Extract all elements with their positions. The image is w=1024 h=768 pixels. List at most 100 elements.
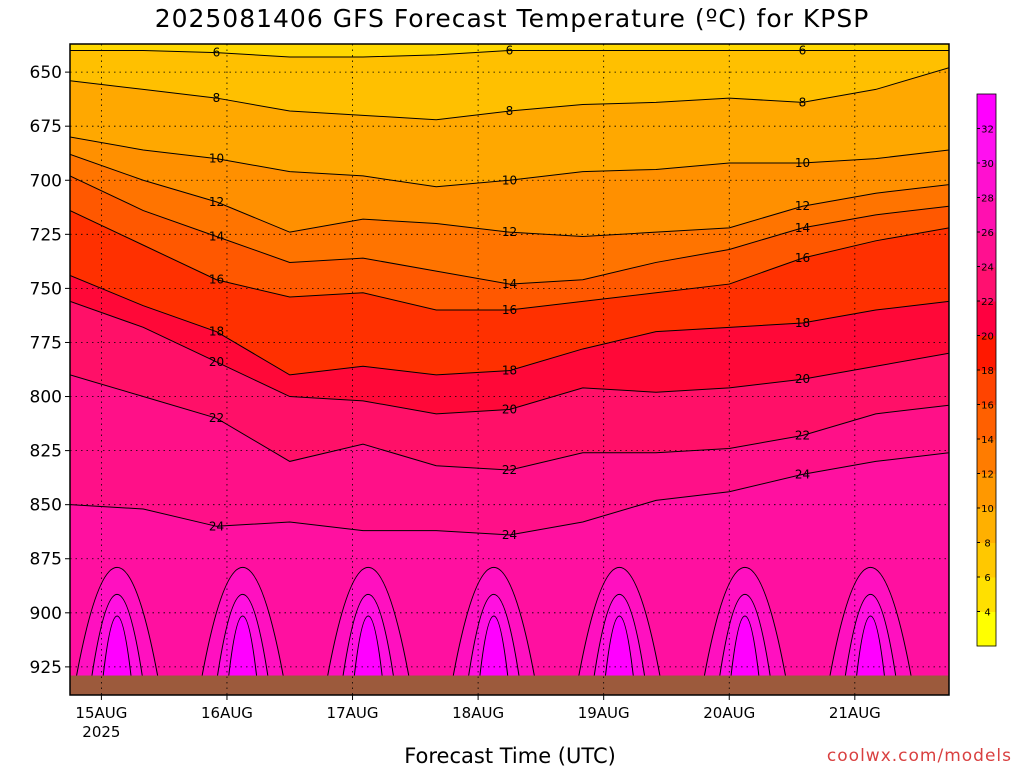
- colorbar-swatch: [977, 577, 996, 612]
- y-tick-label: 700: [30, 171, 62, 191]
- colorbar-swatch: [977, 439, 996, 474]
- contour-label-10: 10: [209, 152, 224, 166]
- contour-18: [70, 274, 949, 376]
- colorbar-tick-label: 10: [981, 504, 994, 515]
- colorbar-tick-label: 8: [984, 539, 990, 550]
- x-tick-label: 20AUG: [703, 704, 755, 722]
- x-year-label: 2025: [82, 723, 120, 741]
- colorbar-tick-label: 28: [981, 194, 994, 205]
- y-tick-label: 650: [30, 63, 62, 83]
- colorbar-swatch: [977, 335, 996, 371]
- contour-label-12: 12: [502, 225, 517, 239]
- y-tick-label: 900: [30, 604, 62, 624]
- colorbar-swatch: [977, 473, 996, 509]
- contour-label-16: 16: [795, 251, 810, 265]
- colorbar-swatch: [977, 542, 996, 578]
- contour-label-20: 20: [502, 403, 517, 417]
- colorbar-swatch: [977, 301, 996, 336]
- y-tick-label: 825: [30, 442, 62, 462]
- colorbar-tick-label: 16: [981, 401, 994, 412]
- contour-label-6: 6: [213, 46, 221, 60]
- warm-plume-4-3: [477, 615, 511, 695]
- contour-label-22: 22: [502, 463, 517, 477]
- contour-24: [70, 452, 949, 536]
- x-tick-label: 21AUG: [829, 704, 881, 722]
- warm-plume-6-3: [728, 615, 762, 695]
- colorbar-tick-label: 30: [981, 159, 994, 170]
- contour-label-16: 16: [502, 303, 517, 317]
- contour-label-20: 20: [795, 372, 810, 386]
- contour-label-12: 12: [209, 195, 224, 209]
- contour-20: [70, 300, 949, 415]
- contour-label-6: 6: [799, 43, 807, 57]
- contour-label-8: 8: [213, 91, 221, 105]
- colorbar-tick-label: 24: [981, 263, 994, 274]
- contour-label-18: 18: [795, 316, 810, 330]
- colorbar-tick-label: 26: [981, 228, 994, 239]
- y-tick-label: 850: [30, 496, 62, 516]
- colorbar-swatch: [977, 94, 996, 129]
- warm-plume-5-3: [602, 615, 636, 695]
- y-tick-label: 925: [30, 658, 62, 678]
- ground-surface: [70, 675, 949, 695]
- contour-label-22: 22: [209, 411, 224, 425]
- colorbar-swatch: [977, 266, 996, 302]
- x-tick-label: 19AUG: [578, 704, 630, 722]
- x-tick-label: 18AUG: [452, 704, 504, 722]
- contour-label-14: 14: [209, 229, 224, 243]
- colorbar-tick-label: 14: [981, 435, 994, 446]
- x-axis-label: Forecast Time (UTC): [404, 744, 616, 768]
- contour-10: [70, 136, 949, 188]
- colorbar-tick-label: 12: [981, 470, 994, 481]
- colorbar-swatch: [977, 163, 996, 198]
- y-tick-label: 725: [30, 225, 62, 245]
- contour-6: [70, 49, 949, 58]
- contour-label-12: 12: [795, 199, 810, 213]
- y-tick-label: 800: [30, 388, 62, 408]
- chart-title: 2025081406 GFS Forecast Temperature (ºC)…: [154, 4, 870, 33]
- contour-label-8: 8: [799, 95, 807, 109]
- contour-16: [70, 210, 949, 311]
- contour-12: [70, 153, 949, 237]
- source-credit: coolwx.com/models: [826, 746, 1012, 766]
- warm-plume-3-3: [351, 615, 385, 695]
- contour-label-14: 14: [795, 221, 810, 235]
- contour-22: [70, 374, 949, 471]
- warm-plume-2-3: [226, 615, 260, 695]
- contour-label-22: 22: [795, 428, 810, 442]
- colorbar-swatch: [977, 128, 996, 164]
- contour-label-10: 10: [502, 173, 517, 187]
- contour-label-24: 24: [795, 467, 810, 481]
- colorbar-swatch: [977, 197, 996, 233]
- warm-plume-1-3: [100, 615, 134, 695]
- y-tick-label: 675: [30, 117, 62, 137]
- colorbar-tick-label: 22: [981, 297, 994, 308]
- y-tick-label: 750: [30, 279, 62, 299]
- contour-label-8: 8: [506, 104, 514, 118]
- contour-label-14: 14: [502, 277, 517, 291]
- contour-label-24: 24: [502, 528, 517, 542]
- contour-label-20: 20: [209, 355, 224, 369]
- colorbar-tick-label: 20: [981, 332, 994, 343]
- contour-label-18: 18: [502, 364, 517, 378]
- contour-label-24: 24: [209, 519, 224, 533]
- contour-8: [70, 67, 949, 121]
- plot-frame: [69, 43, 950, 696]
- colorbar-swatch: [977, 232, 996, 267]
- colorbar-swatch: [977, 370, 996, 405]
- colorbar-swatch: [977, 611, 996, 647]
- y-tick-label: 875: [30, 550, 62, 570]
- warm-plume-7-3: [854, 615, 888, 695]
- x-tick-label: 16AUG: [201, 704, 253, 722]
- contour-label-10: 10: [795, 156, 810, 170]
- contour-label-6: 6: [506, 43, 514, 57]
- colorbar-tick-label: 32: [981, 125, 994, 136]
- colorbar-swatch: [977, 404, 996, 440]
- colorbar-tick-label: 18: [981, 366, 994, 377]
- x-tick-label: 17AUG: [327, 704, 379, 722]
- colorbar-swatch: [977, 508, 996, 543]
- colorbar-tick-label: 6: [984, 573, 990, 584]
- y-tick-label: 775: [30, 333, 62, 353]
- colorbar-tick-label: 4: [984, 608, 990, 619]
